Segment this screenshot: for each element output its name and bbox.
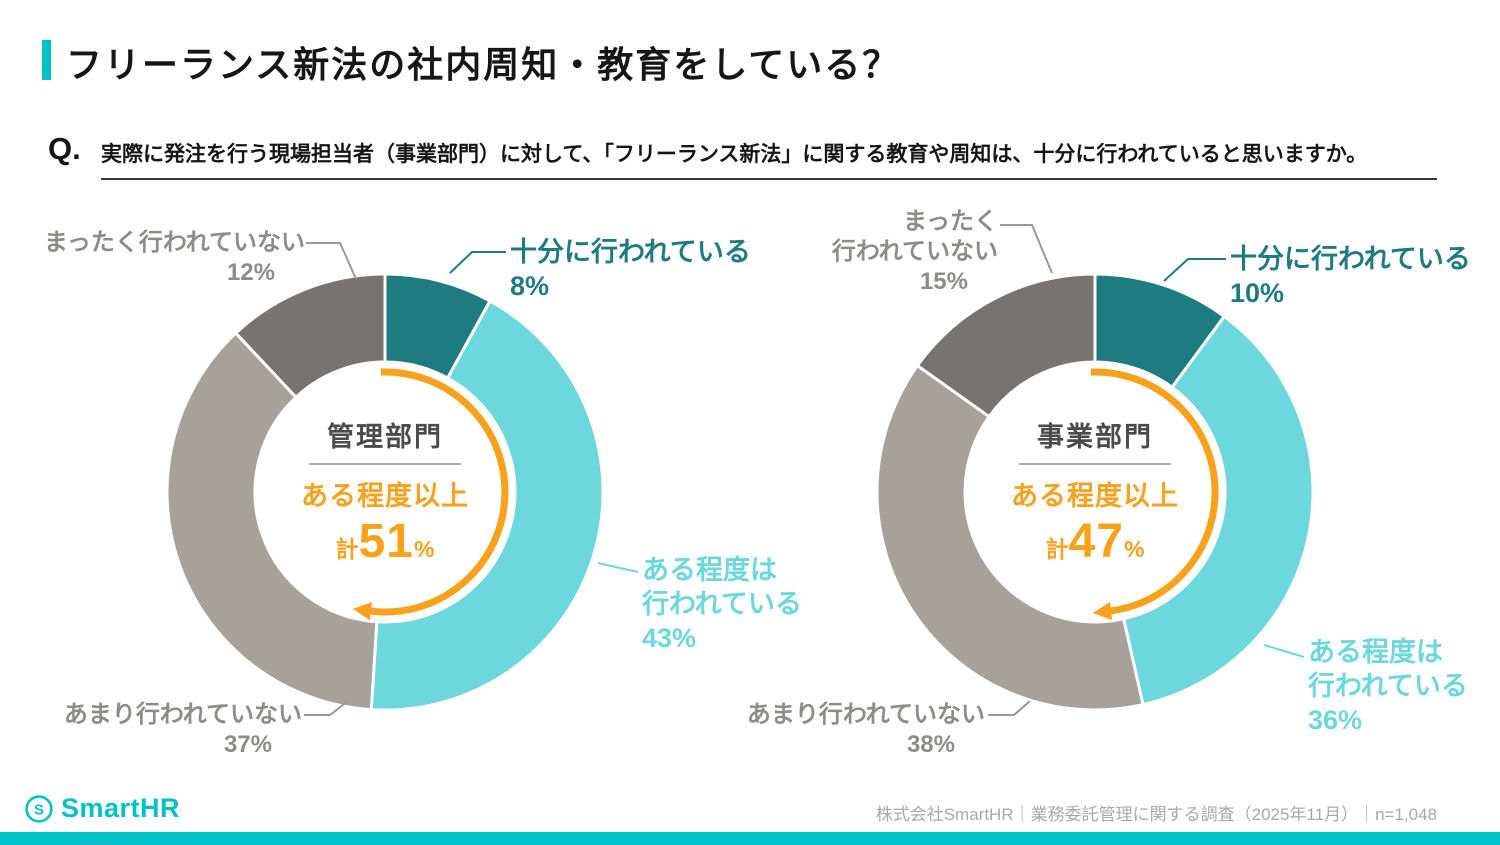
donut-chart-business-dept: 事業部門 ある程度以上 計47% まったく 行われていない 15% 十分に行われ… (730, 195, 1471, 780)
callout-label: 十分に行われている (1230, 244, 1471, 274)
callout-somewhat: ある程度は 行われている 36% (1308, 635, 1468, 737)
callout-not-at-all: まったく行われていない 12% (44, 228, 305, 288)
leader-line-sufficient (449, 251, 506, 274)
callout-value: 8% (510, 271, 550, 302)
callout-not-at-all: まったく 行われていない 15% (832, 207, 998, 298)
page-title: フリーランス新法の社内周知・教育をしている？ (66, 44, 901, 85)
total-prefix: 計 (1045, 536, 1069, 562)
callout-value: 12% (226, 259, 275, 287)
leader-line-sufficient (1163, 258, 1226, 282)
callout-value: 37% (223, 731, 272, 759)
donut-center-summary-label: ある程度以上 (1011, 481, 1179, 511)
callout-not-much: あまり行われていない 38% (747, 700, 985, 760)
callout-sufficient: 十分に行われている 10% (1230, 242, 1471, 310)
bottom-accent-bar (0, 832, 1500, 845)
callout-value: 38% (906, 731, 955, 759)
callout-not-much: あまり行われていない 37% (64, 700, 302, 760)
donut-ring (165, 272, 605, 712)
leader-line-not-at-all (306, 242, 357, 280)
donut-ring (875, 272, 1315, 712)
leader-line-somewhat (1263, 644, 1305, 658)
leader-line-not-much (304, 700, 349, 716)
smarthr-logo-icon: S (25, 794, 53, 823)
callout-value: 10% (1230, 278, 1285, 309)
donut-segment-not_much (875, 364, 1145, 712)
svg-text:S: S (34, 801, 44, 818)
callout-label: まったく (902, 208, 998, 235)
donut-svg-business (875, 224, 1315, 716)
leader-line-somewhat (597, 562, 639, 573)
donut-center-divider (309, 463, 461, 465)
donut-center-admin: 管理部門 ある程度以上 計51% (260, 415, 510, 569)
callout-label: ある程度は (1308, 637, 1443, 667)
total-value: 51 (358, 515, 414, 568)
callout-label: 行われていない (831, 238, 998, 266)
callout-label: ある程度は (642, 555, 777, 585)
donut-segment-not_at_all (234, 272, 387, 399)
donut-segment-somewhat (1122, 314, 1315, 707)
donut-center-summary-label: ある程度以上 (301, 481, 469, 511)
leader-line-not-much (988, 700, 1031, 716)
callout-label: 十分に行われている (510, 237, 751, 267)
callout-value: 36% (1308, 705, 1363, 736)
donut-svg-admin (165, 242, 639, 716)
smarthr-logo-text: SmartHR (61, 793, 181, 823)
donut-center-business: 事業部門 ある程度以上 計47% (970, 415, 1220, 569)
callout-sufficient: 十分に行われている 8% (510, 235, 751, 303)
total-value: 47 (1068, 515, 1124, 568)
smarthr-logo: S SmartHR (24, 793, 180, 824)
donut-center-divider (1019, 463, 1171, 465)
callout-label: 行われている (1308, 671, 1468, 702)
donut-center-group-label: 管理部門 (327, 422, 443, 452)
donut-segment-somewhat (369, 299, 605, 712)
callout-label: あまり行われていない (746, 701, 985, 728)
callout-label: あまり行われていない (63, 701, 302, 728)
donut-chart-admin-dept: 管理部門 ある程度以上 計51% まったく行われていない 12% 十分に行われて… (20, 195, 802, 780)
total-prefix: 計 (335, 536, 359, 562)
total-sweep-arrow (352, 368, 509, 621)
donut-center-group-label: 事業部門 (1037, 422, 1153, 452)
donut-segment-not_much (165, 331, 379, 712)
callout-value: 15% (919, 268, 968, 296)
total-sweep-arrow (1090, 368, 1219, 621)
source-attribution: 株式会社SmartHR｜業務委託管理に関する調査（2025年11月）｜n=1,0… (875, 805, 1437, 824)
donut-segment-not_at_all (915, 272, 1097, 419)
callout-label: まったく行われていない (43, 229, 305, 256)
callout-label: 行われている (642, 589, 802, 620)
total-unit: % (1123, 536, 1145, 562)
donut-center-total: 計51% (260, 514, 510, 569)
question-mark-label: Q. (48, 131, 81, 166)
total-unit: % (413, 536, 435, 562)
title-accent-bar (42, 40, 51, 80)
callout-value: 43% (642, 623, 697, 654)
donut-center-total: 計47% (970, 514, 1220, 569)
callout-somewhat: ある程度は 行われている 43% (642, 553, 802, 655)
leader-line-not-at-all (1000, 224, 1053, 274)
question-text: 実際に発注を行う現場担当者（事業部門）に対して、「フリーランス新法」に関する教育… (101, 138, 1437, 180)
